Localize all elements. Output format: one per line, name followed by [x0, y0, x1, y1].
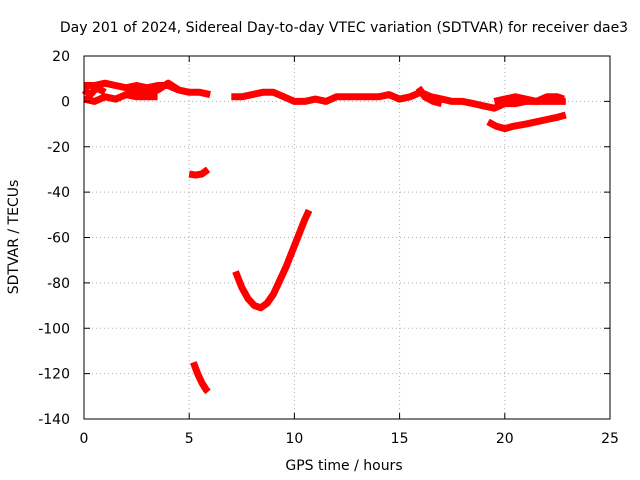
y-tick-label: 0 — [61, 94, 70, 110]
series-track-6 — [190, 361, 211, 395]
series-track-8 — [231, 88, 566, 112]
data-series — [81, 79, 567, 395]
x-tick-label: 20 — [496, 431, 514, 447]
y-tick-label: -60 — [47, 231, 70, 247]
series-track-5 — [188, 166, 211, 179]
series-track-11 — [493, 93, 565, 105]
x-tick-label: 10 — [285, 431, 303, 447]
series-track-10 — [486, 111, 567, 133]
y-tick-label: 20 — [52, 49, 70, 65]
axis-ticks: 0 5 10 15 20 25 -140 -120 -100 -80 -60 -40 -20 0 20 — [38, 49, 619, 447]
x-axis-label: GPS time / hours — [285, 458, 402, 474]
y-tick-label: -100 — [38, 321, 70, 337]
y-tick-label: -120 — [38, 367, 70, 383]
x-tick-label: 0 — [80, 431, 89, 447]
series-track-7 — [232, 208, 313, 312]
series-track-3 — [125, 79, 181, 96]
y-tick-label: -140 — [38, 412, 70, 428]
y-tick-label: -20 — [47, 140, 70, 156]
series-track-2 — [83, 91, 158, 105]
series-track-9 — [415, 85, 443, 107]
grid-lines — [84, 56, 610, 419]
plot-frame — [83, 55, 611, 420]
y-tick-label: -80 — [47, 276, 70, 292]
chart-title: Day 201 of 2024, Sidereal Day-to-day VTE… — [60, 20, 628, 36]
x-tick-label: 5 — [185, 431, 194, 447]
y-axis-label: SDTVAR / TECUs — [6, 180, 22, 295]
y-tick-label: -40 — [47, 185, 70, 201]
x-tick-label: 15 — [391, 431, 409, 447]
series-track-4 — [81, 84, 107, 99]
x-tick-label: 25 — [601, 431, 619, 447]
